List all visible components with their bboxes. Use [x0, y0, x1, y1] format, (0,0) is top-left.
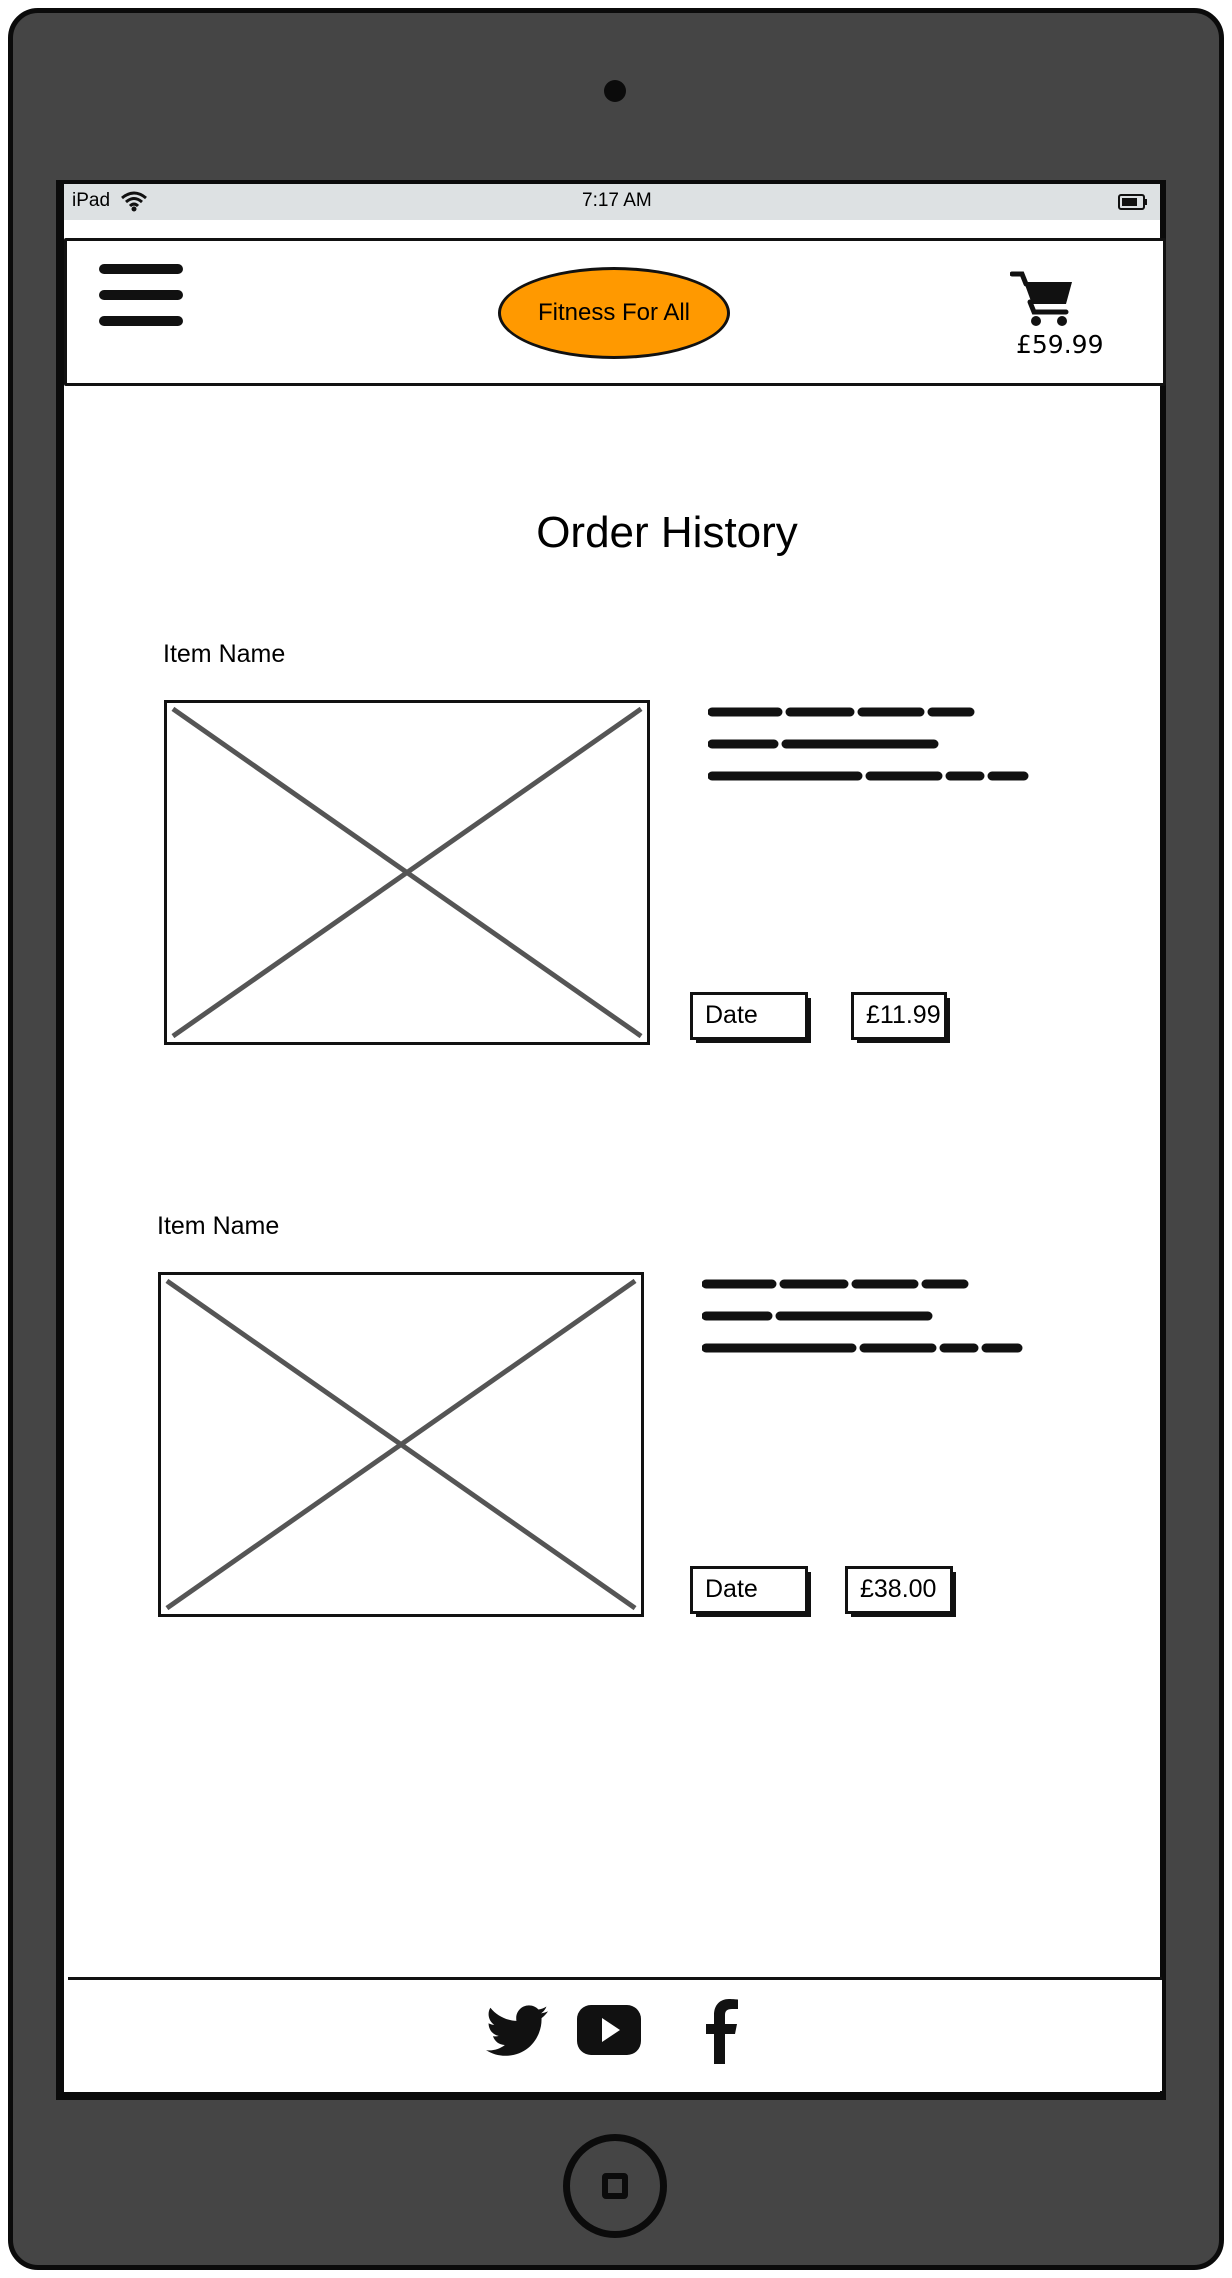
camera-dot — [604, 80, 626, 102]
item-image-placeholder — [158, 1272, 644, 1617]
order-item-name: Item Name — [163, 640, 286, 668]
order-price: £11.99 — [866, 1001, 941, 1029]
order-date-box: Date — [690, 1566, 811, 1617]
brand-logo[interactable]: Fitness For All — [498, 267, 730, 359]
order-date-label: Date — [705, 1575, 758, 1603]
screen — [64, 184, 1160, 2092]
item-description-text — [702, 1279, 1023, 1353]
order-date-label: Date — [705, 1001, 758, 1029]
home-button[interactable] — [563, 2134, 667, 2238]
shopping-cart-icon[interactable] — [1010, 270, 1074, 328]
device-label: iPad — [72, 190, 111, 211]
brand-name: Fitness For All — [537, 299, 691, 326]
order-price: £38.00 — [860, 1575, 937, 1603]
twitter-icon[interactable] — [486, 1998, 548, 2064]
status-time: 7:17 AM — [582, 190, 652, 211]
page-title: Order History — [536, 508, 798, 557]
wifi-icon — [121, 191, 147, 212]
item-image-placeholder — [164, 700, 650, 1045]
youtube-icon[interactable] — [576, 2004, 642, 2056]
status-bar: iPad 7:17 AM — [64, 184, 1160, 220]
order-price-box: £38.00 — [845, 1566, 956, 1617]
order-date-box: Date — [690, 992, 811, 1043]
home-button-square — [602, 2173, 628, 2199]
order-price-box: £11.99 — [851, 992, 950, 1043]
facebook-icon[interactable] — [704, 1998, 740, 2064]
hamburger-menu-icon[interactable] — [99, 262, 183, 334]
battery-icon — [1118, 194, 1147, 210]
cart-total[interactable]: £59.99 — [1016, 330, 1104, 359]
item-description-text — [708, 707, 1029, 781]
order-item-name: Item Name — [157, 1212, 280, 1240]
